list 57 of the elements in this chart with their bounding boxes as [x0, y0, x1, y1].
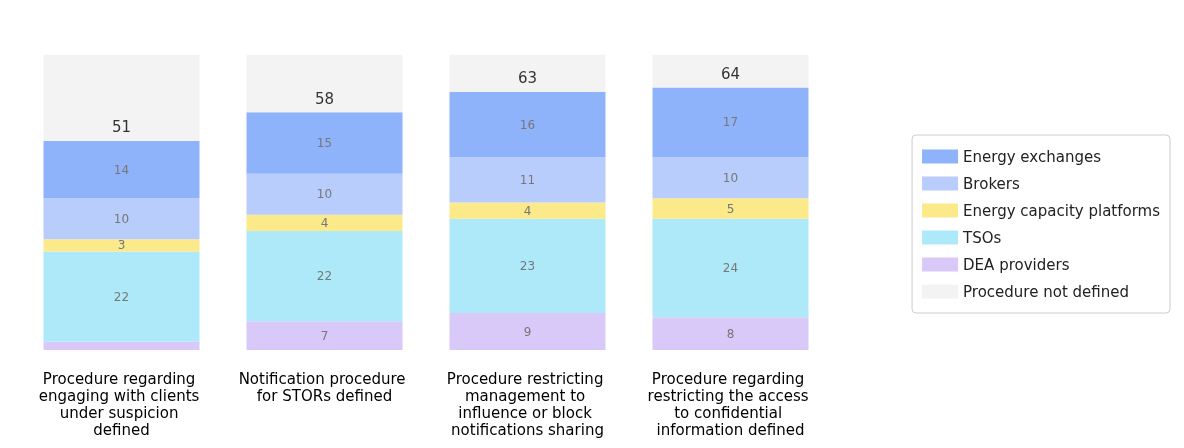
bar: [246, 173, 403, 215]
data-label: 24: [722, 261, 739, 275]
data-label: 22: [316, 269, 333, 284]
data-label: 9: [523, 324, 532, 339]
legend-label: Brokers: [963, 174, 1020, 193]
annotation: 58: [314, 89, 335, 108]
data-label: 15: [316, 135, 333, 150]
legend-label: DEA providers: [963, 255, 1070, 274]
x-tick-label: Procedure regarding engaging with clients under suspicion defined: [38, 369, 205, 439]
data-label: 14: [113, 162, 130, 177]
bar: [652, 218, 809, 318]
bar: [246, 321, 403, 350]
bar: [43, 239, 200, 252]
data-label: 3: [117, 238, 126, 253]
annotation: 51: [111, 118, 132, 137]
bar: [246, 231, 403, 322]
bar: [449, 202, 606, 219]
bar: [449, 54, 606, 92]
legend-label: Procedure not defined: [963, 282, 1130, 301]
bar: [652, 54, 809, 88]
legend-label: Energy exchanges: [963, 147, 1102, 166]
data-label: 16: [519, 117, 536, 132]
bar: [246, 214, 403, 232]
bar: [43, 341, 200, 350]
data-label: 5: [726, 201, 735, 216]
annotation: 64: [720, 65, 741, 84]
data-label: 17: [722, 115, 739, 130]
bar: [449, 313, 606, 350]
bar: [43, 140, 200, 199]
data-label: 4: [320, 215, 329, 230]
data-label: 11: [519, 172, 536, 187]
data-label: 10: [316, 187, 333, 202]
legend-label: Energy capacity platforms: [963, 201, 1161, 220]
bar: [652, 157, 809, 199]
x-tick-label: Procedure restricting management to influence or block notifications sharing: [446, 369, 609, 439]
data-label: 22: [113, 289, 130, 304]
data-label: 4: [523, 203, 532, 218]
data-label: 8: [726, 326, 735, 341]
bar: [449, 91, 606, 158]
data-label: 23: [519, 258, 536, 273]
bar: [43, 54, 200, 141]
x-tick-label: Procedure regarding restricting the access to confidential information defined: [647, 369, 814, 439]
bar: [246, 112, 403, 174]
bar: [246, 54, 403, 113]
data-label: 10: [722, 170, 739, 185]
bar: [449, 218, 606, 314]
data-label: 10: [113, 211, 130, 226]
x-tick-label: Notification procedure for STORs defined: [238, 369, 411, 405]
data-label: 7: [320, 328, 329, 343]
bar: [449, 157, 606, 203]
bar: [652, 198, 809, 219]
bar: [43, 251, 200, 342]
annotation: 63: [517, 69, 538, 88]
legend-label: TSOs: [962, 228, 1002, 247]
bar: [652, 317, 809, 350]
bar: [43, 198, 200, 240]
bar: [652, 87, 809, 158]
